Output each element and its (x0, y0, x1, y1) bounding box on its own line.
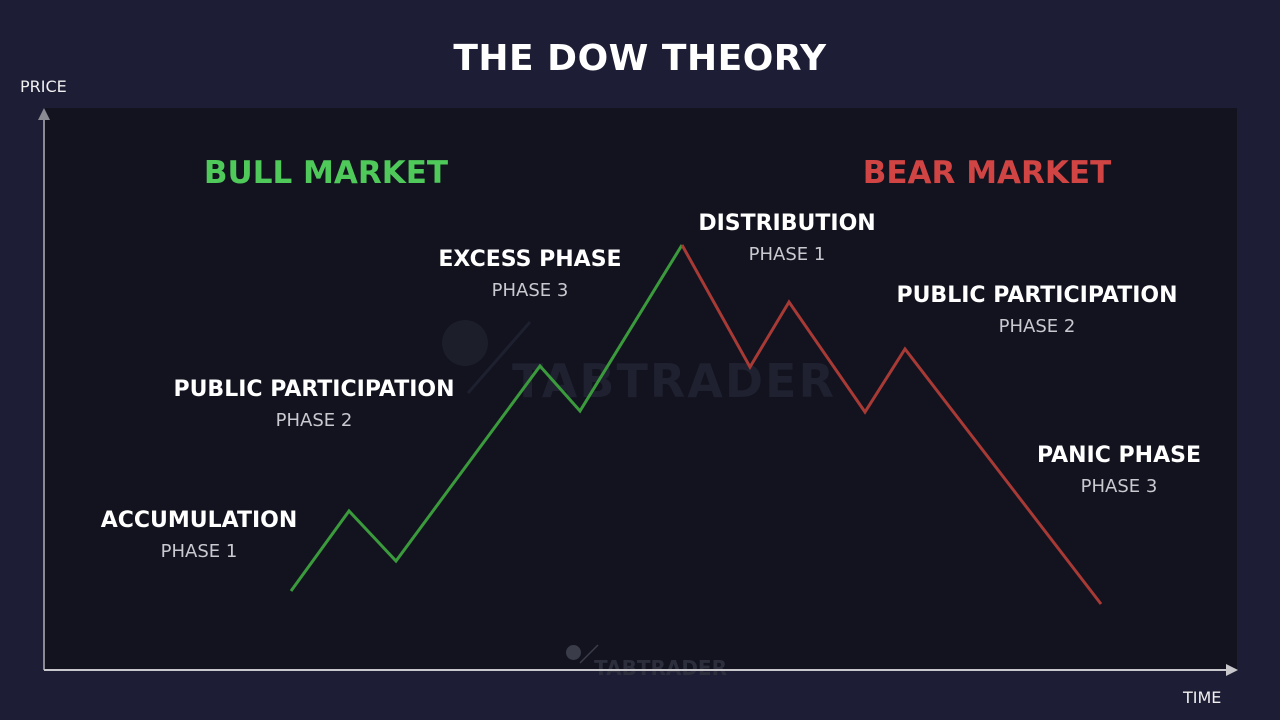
phase-number: PHASE 3 (1080, 476, 1158, 497)
bull-market-label: BULL MARKET (203, 155, 449, 191)
bull-phase-3-label: EXCESS PHASE PHASE 3 (438, 247, 621, 301)
bear-phase-3-label: PANIC PHASE PHASE 3 (1037, 443, 1201, 497)
phase-number: PHASE 1 (160, 541, 238, 562)
diagram-panel (44, 108, 1237, 670)
watermark-small-text: TABTRADER (594, 656, 727, 680)
bear-phase-1-label: DISTRIBUTION PHASE 1 (698, 211, 875, 265)
watermark-text: TABTRADER (512, 354, 836, 408)
y-axis-arrow-icon (38, 108, 50, 120)
bear-market-label: BEAR MARKET (862, 155, 1112, 191)
phase-name: PUBLIC PARTICIPATION (896, 283, 1178, 308)
bear-market-line (680, 244, 1103, 605)
x-axis-label: TIME (1183, 688, 1222, 707)
watermark-circle-icon (442, 320, 488, 366)
watermark-small-circle-icon (566, 645, 581, 660)
watermark-small-slash (579, 644, 599, 664)
bull-phase-2-label: PUBLIC PARTICIPATION PHASE 2 (173, 377, 454, 431)
phase-name: DISTRIBUTION (698, 211, 876, 236)
phase-number: PHASE 2 (998, 316, 1076, 337)
phase-number: PHASE 2 (275, 410, 353, 431)
phase-name: ACCUMULATION (100, 508, 298, 533)
phase-name: PANIC PHASE (1037, 443, 1201, 468)
bull-phase-1-label: ACCUMULATION PHASE 1 (101, 508, 298, 562)
phase-name: EXCESS PHASE (438, 247, 622, 272)
y-axis-label: PRICE (20, 77, 67, 96)
phase-name: PUBLIC PARTICIPATION (173, 377, 455, 402)
page-title: THE DOW THEORY (453, 38, 827, 79)
phase-number: PHASE 1 (748, 244, 826, 265)
phase-number: PHASE 3 (491, 280, 569, 301)
bear-phase-2-label: PUBLIC PARTICIPATION PHASE 2 (896, 283, 1177, 337)
watermark-slash (466, 321, 532, 394)
bull-market-line (289, 244, 684, 592)
x-axis-arrow-icon (1226, 664, 1238, 676)
